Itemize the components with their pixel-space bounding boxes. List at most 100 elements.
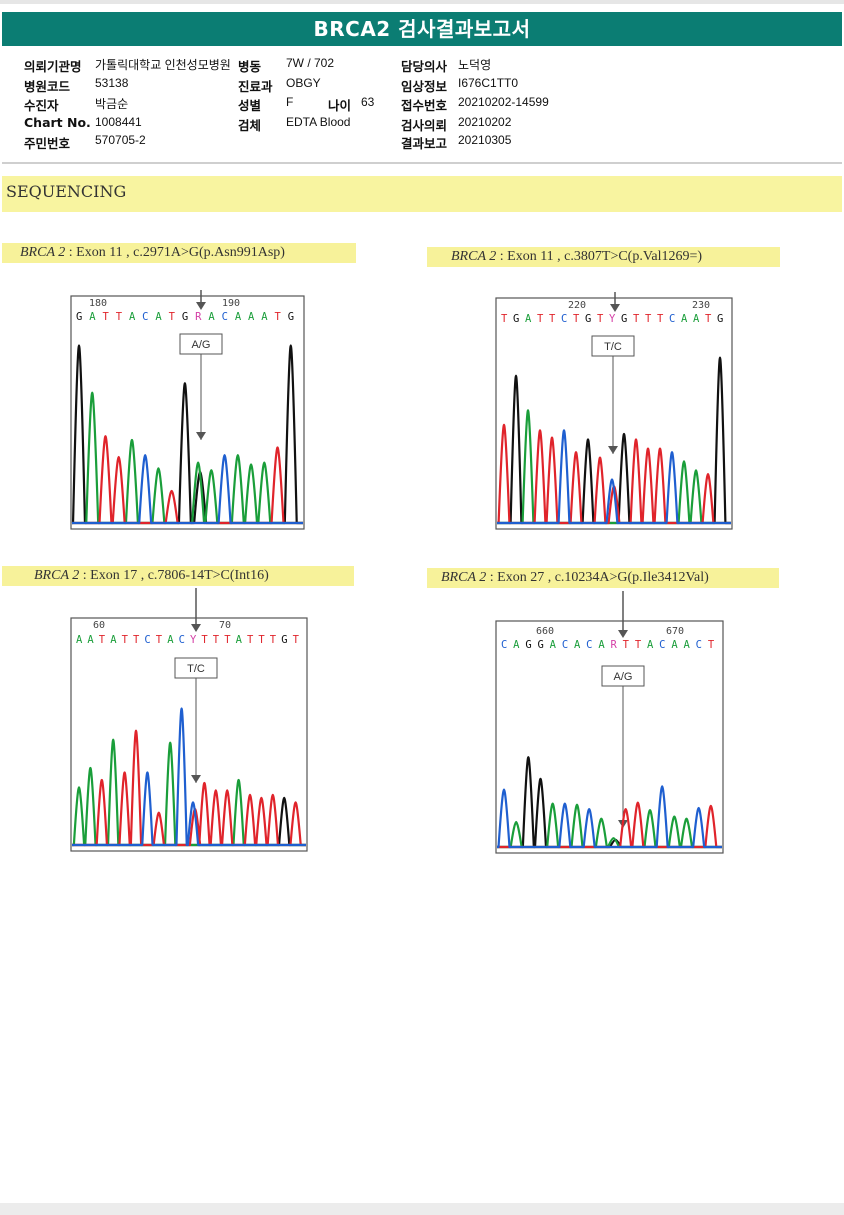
base-call: T <box>501 313 508 325</box>
trace-t <box>72 435 303 525</box>
trace-c <box>497 429 731 525</box>
base-call: C <box>501 639 507 651</box>
chromatogram-frame <box>70 617 308 852</box>
base-call: A <box>647 639 654 651</box>
base-call: T <box>169 311 176 323</box>
label-hospital-code: 병원코드 <box>24 79 71 94</box>
trace-c <box>72 453 303 525</box>
base-call: G <box>513 313 519 325</box>
base-call: C <box>586 639 592 651</box>
trace-c <box>72 707 306 847</box>
base-call: C <box>696 639 702 651</box>
base-call: C <box>659 639 665 651</box>
base-call: A <box>598 639 605 651</box>
gene-name: BRCA 2 <box>34 568 80 583</box>
base-call: A <box>155 311 162 323</box>
base-call: T <box>122 634 129 646</box>
base-call: A <box>89 311 96 323</box>
label-collector: 수진자 <box>24 98 59 113</box>
genotype-label: A/G <box>614 671 633 683</box>
gene-name: BRCA 2 <box>451 249 497 264</box>
position-label: 70 <box>219 620 231 631</box>
base-call: A <box>110 634 117 646</box>
base-call: T <box>597 313 604 325</box>
label-request-date: 검사의뢰 <box>401 118 448 133</box>
base-call: G <box>717 313 723 325</box>
base-call: G <box>538 639 544 651</box>
value-chart-no: 1008441 <box>95 115 142 129</box>
arrow-icon <box>610 304 620 312</box>
base-call: G <box>281 634 287 646</box>
arrow-icon <box>191 624 201 632</box>
pointer-arrow-icon <box>196 432 206 440</box>
value-clinical-info: I676C1TT0 <box>458 76 519 90</box>
label-sex: 성별 <box>238 98 262 113</box>
genotype-label: A/G <box>192 339 211 351</box>
base-call: G <box>76 311 82 323</box>
base-call: A <box>550 639 557 651</box>
base-call: Y <box>609 313 616 325</box>
base-call: T <box>705 313 712 325</box>
value-request-date: 20210202 <box>458 115 512 129</box>
base-call: Y <box>190 634 197 646</box>
position-label: 670 <box>666 626 684 637</box>
value-collector: 박금순 <box>95 97 129 111</box>
base-call: A <box>87 634 94 646</box>
base-call: G <box>585 313 591 325</box>
base-call: T <box>224 634 231 646</box>
pointer-arrow-icon <box>191 775 201 783</box>
position-label: 180 <box>89 298 107 309</box>
base-call: A <box>129 311 136 323</box>
base-call: A <box>248 311 255 323</box>
base-call: T <box>116 311 123 323</box>
base-call: A <box>236 634 243 646</box>
trace-t <box>497 801 722 849</box>
report-title: BRCA2 검사결과보고서 <box>2 12 842 46</box>
arrow-icon <box>618 630 628 638</box>
value-institution: 가톨릭대학교 인천성모병원 <box>95 58 231 72</box>
base-call: T <box>573 313 580 325</box>
value-resident-no: 570705-2 <box>95 133 146 147</box>
panel-caption: BRCA 2 : Exon 11 , c.2971A>G(p.Asn991Asp… <box>2 243 356 263</box>
gene-name: BRCA 2 <box>20 245 66 260</box>
position-label: 230 <box>692 300 710 311</box>
base-call: R <box>195 311 202 323</box>
label-report-date: 결과보고 <box>401 136 448 151</box>
base-call: G <box>182 311 188 323</box>
top-border <box>0 0 844 4</box>
base-call: A <box>261 311 268 323</box>
base-call: A <box>684 639 691 651</box>
base-call: T <box>623 639 630 651</box>
position-label: 190 <box>222 298 240 309</box>
base-call: A <box>525 313 532 325</box>
value-sex: F <box>286 95 294 109</box>
base-call: T <box>156 634 163 646</box>
base-call: G <box>621 313 627 325</box>
position-label: 660 <box>536 626 554 637</box>
base-call: T <box>635 639 642 651</box>
divider <box>2 162 842 164</box>
section-header: SEQUENCING <box>2 176 842 212</box>
variant-detail: : Exon 11 , c.3807T>C(p.Val1269=) <box>499 249 703 264</box>
trace-g <box>71 344 303 525</box>
panel-caption: BRCA 2 : Exon 11 , c.3807T>C(p.Val1269=) <box>427 247 780 267</box>
label-clinical-info: 임상정보 <box>401 79 448 94</box>
base-call: T <box>645 313 652 325</box>
value-ward: 7W / 702 <box>286 56 335 70</box>
label-department: 진료과 <box>238 79 273 94</box>
chromatogram-panel: 60 70A A T A T T C T A C Y T T T A T T T G TT/C <box>70 588 308 852</box>
base-call: C <box>222 311 228 323</box>
base-call: A <box>513 639 520 651</box>
base-call: A <box>235 311 242 323</box>
patient-info: 의뢰기관명 가톨릭대학교 인천성모병원 병원코드 53138 수진자 박금순 C… <box>0 0 844 160</box>
panel-caption: BRCA 2 : Exon 27 , c.10234A>G(p.Ile3412V… <box>427 568 779 588</box>
chromatogram-frame <box>495 620 724 854</box>
base-call: T <box>708 639 715 651</box>
trace-t <box>497 423 731 525</box>
pointer-arrow-icon <box>608 446 618 454</box>
value-age: 63 <box>361 95 375 109</box>
value-hospital-code: 53138 <box>95 76 129 90</box>
label-ward: 병동 <box>238 59 262 74</box>
